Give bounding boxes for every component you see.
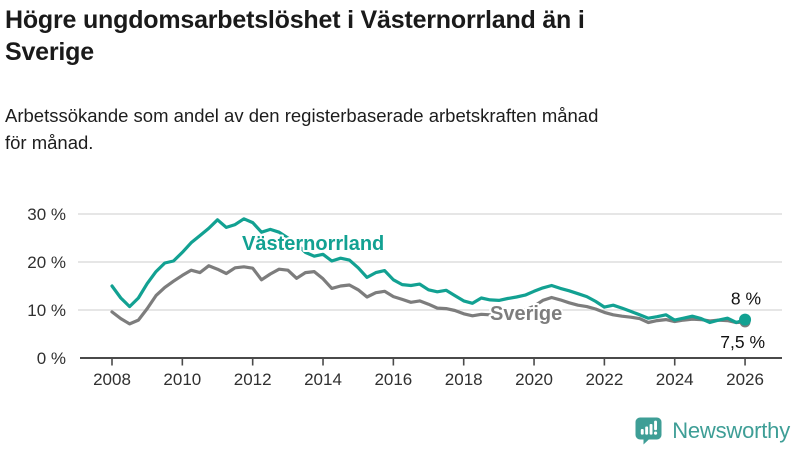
exclamation-bar xyxy=(654,420,658,431)
bar-3 xyxy=(649,424,653,435)
bar-1 xyxy=(640,429,644,435)
speech-bubble-shape xyxy=(635,417,662,445)
end-dot-vasternorrland xyxy=(739,313,752,326)
x-tick-label: 2014 xyxy=(304,370,342,389)
bar-2 xyxy=(645,426,649,435)
exclamation-dot xyxy=(654,431,658,435)
x-tick-label: 2026 xyxy=(726,370,764,389)
x-tick-label: 2024 xyxy=(656,370,694,389)
x-tick-label: 2022 xyxy=(585,370,623,389)
x-tick-label: 2016 xyxy=(374,370,412,389)
y-tick-label: 10 % xyxy=(27,301,66,320)
chart-title-line-2: Sverige xyxy=(5,38,94,66)
newsworthy-bubble-chart-icon xyxy=(635,417,662,445)
x-tick-label: 2018 xyxy=(445,370,483,389)
y-tick-label: 20 % xyxy=(27,253,66,272)
chart-subtitle: Arbetssökande som andel av den registerb… xyxy=(5,102,785,156)
series-line-sverige xyxy=(110,264,747,326)
end-value-label-vasternorrland: 8 % xyxy=(731,289,761,309)
series-label-vasternorrland: Västernorrland xyxy=(242,233,384,255)
chart-subtitle-line-2: för månad. xyxy=(5,132,94,153)
series-label-sverige: Sverige xyxy=(490,303,562,325)
chart-title: Högre ungdomsarbetslöshet i Västernorrla… xyxy=(5,4,785,68)
y-tick-label: 0 % xyxy=(37,349,66,368)
x-tick-label: 2010 xyxy=(163,370,201,389)
y-tick-label: 30 % xyxy=(27,205,66,224)
newsworthy-logo: Newsworthy xyxy=(634,416,790,445)
x-tick-label: 2020 xyxy=(515,370,553,389)
x-tick-label: 2012 xyxy=(234,370,272,389)
series-line-vasternorrland xyxy=(110,217,747,325)
x-tick-label: 2008 xyxy=(93,370,131,389)
newsworthy-wordmark: Newsworthy xyxy=(672,417,790,443)
line-chart: 0 % 10 % 20 % 30 % 2008 2010 2012 2014 2016 2018 2… xyxy=(27,205,782,389)
chart-title-line-1: Högre ungdomsarbetslöshet i Västernorrla… xyxy=(5,6,585,34)
chart-subtitle-line-1: Arbetssökande som andel av den registerb… xyxy=(5,105,599,126)
end-value-label-sverige: 7,5 % xyxy=(720,332,765,352)
